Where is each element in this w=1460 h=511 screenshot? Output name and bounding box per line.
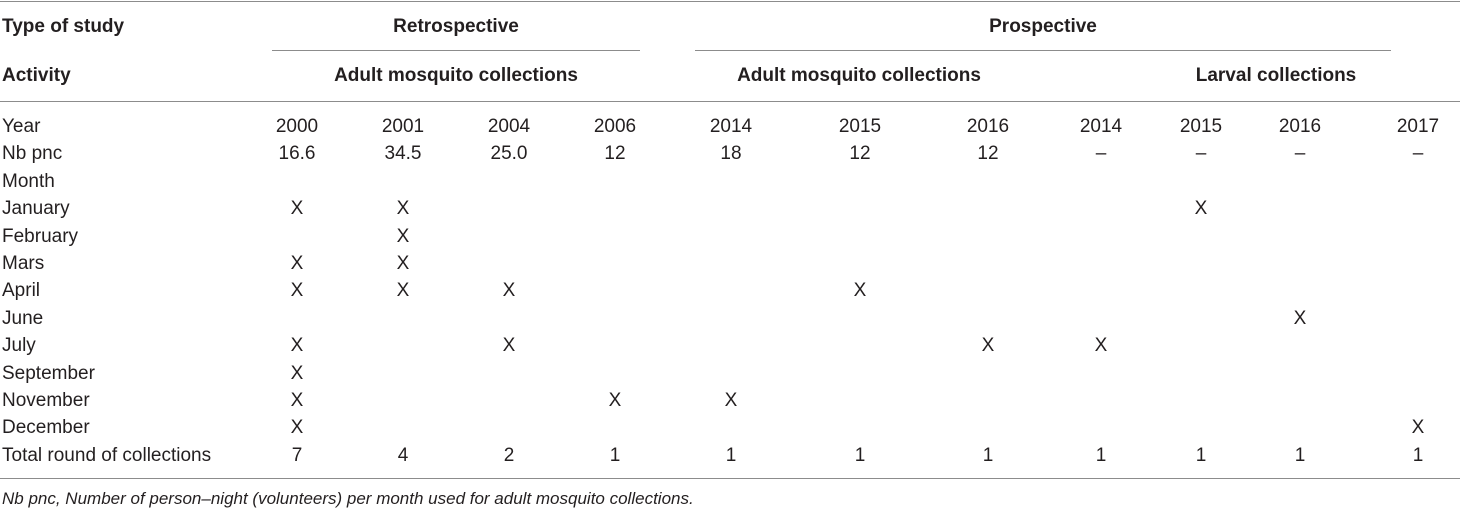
table-cell: – xyxy=(1294,143,1306,165)
table-cell: 7 xyxy=(291,444,303,466)
table-cell: 1 xyxy=(854,444,866,466)
table-cell: X xyxy=(290,198,304,220)
table-cell: – xyxy=(1095,143,1107,165)
prospective-rule xyxy=(695,50,1391,51)
table-cell: 2015 xyxy=(838,116,882,137)
table-cell: X xyxy=(290,390,304,411)
table-cell: 34.5 xyxy=(384,143,422,165)
table-cell: X xyxy=(396,198,410,220)
table-cell: X xyxy=(1094,335,1108,357)
table-cell: X xyxy=(396,253,410,274)
table-cell: 1 xyxy=(1195,444,1207,466)
table-cell: 2 xyxy=(503,444,515,466)
table-cell: X xyxy=(502,280,516,302)
row-label: September xyxy=(2,362,95,384)
table-cell: 1 xyxy=(1095,444,1107,466)
table-cell: 2000 xyxy=(275,116,319,137)
table-cell: X xyxy=(981,335,995,357)
table-cell: 2006 xyxy=(593,116,637,137)
row-label: April xyxy=(2,280,41,302)
table-cell: 1 xyxy=(609,444,621,466)
type-of-study-label: Type of study xyxy=(2,16,125,37)
table-cell: 2014 xyxy=(1079,116,1123,137)
row-label: January xyxy=(2,198,70,220)
row-label: February xyxy=(2,225,79,247)
table-cell: – xyxy=(1412,143,1424,165)
table-cell: 12 xyxy=(604,143,626,165)
table-cell: X xyxy=(290,362,304,384)
table-cell: 2016 xyxy=(966,116,1010,137)
table-cell: X xyxy=(853,280,867,302)
row-label: November xyxy=(2,390,90,411)
table-cell: X xyxy=(1293,307,1307,329)
row-label: Total round of collections xyxy=(2,444,212,466)
table-cell: X xyxy=(396,280,410,302)
table-cell: X xyxy=(290,335,304,357)
table-cell: X xyxy=(1194,198,1208,220)
row-label: June xyxy=(2,307,44,329)
row-label: Mars xyxy=(2,253,45,274)
retrospective-rule xyxy=(272,50,640,51)
table-cell: 16.6 xyxy=(278,143,316,165)
table-cell: 1 xyxy=(1412,444,1424,466)
pro-larval-activity-header: Larval collections xyxy=(1195,65,1357,86)
table-cell: X xyxy=(290,417,304,439)
table-cell: 18 xyxy=(720,143,742,165)
table-cell: 2014 xyxy=(709,116,753,137)
table-cell: 2016 xyxy=(1278,116,1322,137)
retro-activity-header: Adult mosquito collections xyxy=(334,65,578,86)
table-cell: X xyxy=(290,253,304,274)
table-cell: 25.0 xyxy=(490,143,528,165)
table-cell: – xyxy=(1195,143,1207,165)
table-cell: 2015 xyxy=(1179,116,1223,137)
footnote: Nb pnc, Number of person–night (voluntee… xyxy=(2,489,694,508)
pro-adult-activity-header: Adult mosquito collections xyxy=(737,65,981,86)
table-cell: X xyxy=(502,335,516,357)
row-label: December xyxy=(2,417,90,439)
activity-label: Activity xyxy=(2,65,71,86)
table-cell: 1 xyxy=(725,444,737,466)
table-cell: 2001 xyxy=(381,116,425,137)
table-cell: X xyxy=(724,390,738,411)
row-label: Nb pnc xyxy=(2,143,63,165)
table-cell: 12 xyxy=(849,143,871,165)
table-cell: X xyxy=(290,280,304,302)
row-label: Month xyxy=(2,170,55,192)
top-rule xyxy=(0,1,1460,2)
table-cell: 12 xyxy=(977,143,999,165)
table-cell: 2017 xyxy=(1396,116,1440,137)
table-cell: X xyxy=(396,225,410,247)
table-cell: 4 xyxy=(397,444,409,466)
table-cell: 2004 xyxy=(487,116,531,137)
table-cell: 1 xyxy=(1294,444,1306,466)
retrospective-header: Retrospective xyxy=(393,16,519,37)
header-rule xyxy=(0,101,1460,102)
table-cell: X xyxy=(1411,417,1425,439)
prospective-header: Prospective xyxy=(989,16,1097,37)
row-label: July xyxy=(2,335,36,357)
row-label: Year xyxy=(2,116,41,137)
bottom-rule xyxy=(0,478,1460,479)
table-cell: 1 xyxy=(982,444,994,466)
table-cell: X xyxy=(608,390,622,411)
